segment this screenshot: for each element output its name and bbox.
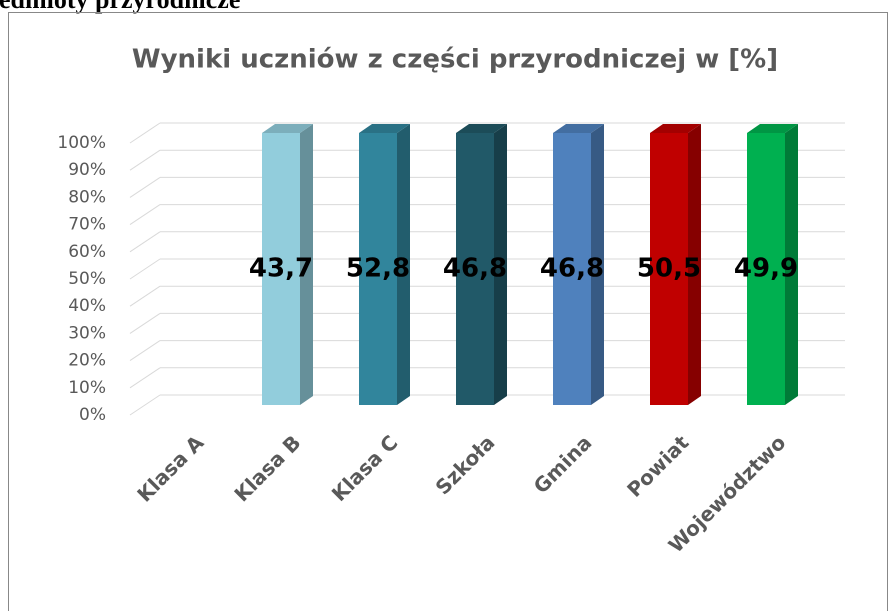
- data-label: 50,5: [637, 254, 701, 284]
- grid-line: [129, 149, 161, 171]
- bar-top: [262, 124, 313, 133]
- bar: [650, 133, 688, 405]
- bar-top: [359, 124, 410, 133]
- grid-line: [129, 285, 161, 307]
- bar-top: [747, 124, 798, 133]
- y-tick-label: 60%: [68, 242, 106, 262]
- bar-side: [397, 124, 410, 405]
- x-tick-label: Gmina: [529, 430, 597, 498]
- y-tick-label: 20%: [68, 351, 106, 371]
- y-tick-label: 70%: [68, 215, 106, 235]
- y-tick-label: 10%: [68, 378, 106, 398]
- x-tick-label: Powiat: [622, 430, 694, 502]
- bar-side: [785, 124, 798, 405]
- grid-line: [129, 340, 161, 362]
- grid-line: [129, 231, 161, 253]
- bar-top: [650, 124, 701, 133]
- x-tick-label: Klasa B: [229, 430, 305, 506]
- data-label: 46,8: [443, 254, 507, 284]
- grid-line: [129, 367, 161, 389]
- data-label: 46,8: [540, 254, 604, 284]
- data-label: 49,9: [734, 254, 798, 284]
- bar-side: [688, 124, 701, 405]
- x-tick-label: Szkoła: [431, 430, 500, 499]
- x-tick-label: Klasa C: [327, 430, 403, 506]
- bar-side: [591, 124, 604, 405]
- y-tick-label: 40%: [68, 296, 106, 316]
- grid-line: [129, 204, 161, 226]
- grid-line: [129, 122, 161, 144]
- bar-top: [456, 124, 507, 133]
- bar-side: [494, 124, 507, 405]
- bar: [359, 133, 397, 405]
- bar: [456, 133, 494, 405]
- chart-title: Wyniki uczniów z części przyrodniczej w …: [132, 45, 778, 75]
- bar: [747, 133, 785, 405]
- bar: [553, 133, 591, 405]
- y-tick-label: 100%: [57, 133, 106, 153]
- data-label: 52,8: [346, 254, 410, 284]
- bar-side: [300, 124, 313, 405]
- y-tick-label: 0%: [79, 405, 106, 425]
- y-tick-label: 30%: [68, 323, 106, 343]
- bar-top: [553, 124, 604, 133]
- grid-line: [129, 394, 161, 416]
- data-label: 43,7: [249, 254, 313, 284]
- x-tick-label: Klasa A: [132, 430, 209, 507]
- y-tick-label: 50%: [68, 269, 106, 289]
- bar: [262, 133, 300, 405]
- y-tick-label: 90%: [68, 160, 106, 180]
- y-tick-label: 80%: [68, 187, 106, 207]
- page-heading: Przedmioty przyrodnicze: [0, 0, 240, 14]
- grid-line: [129, 312, 161, 334]
- grid-line: [129, 176, 161, 198]
- chart-frame: [8, 12, 888, 611]
- grid-line: [129, 258, 161, 280]
